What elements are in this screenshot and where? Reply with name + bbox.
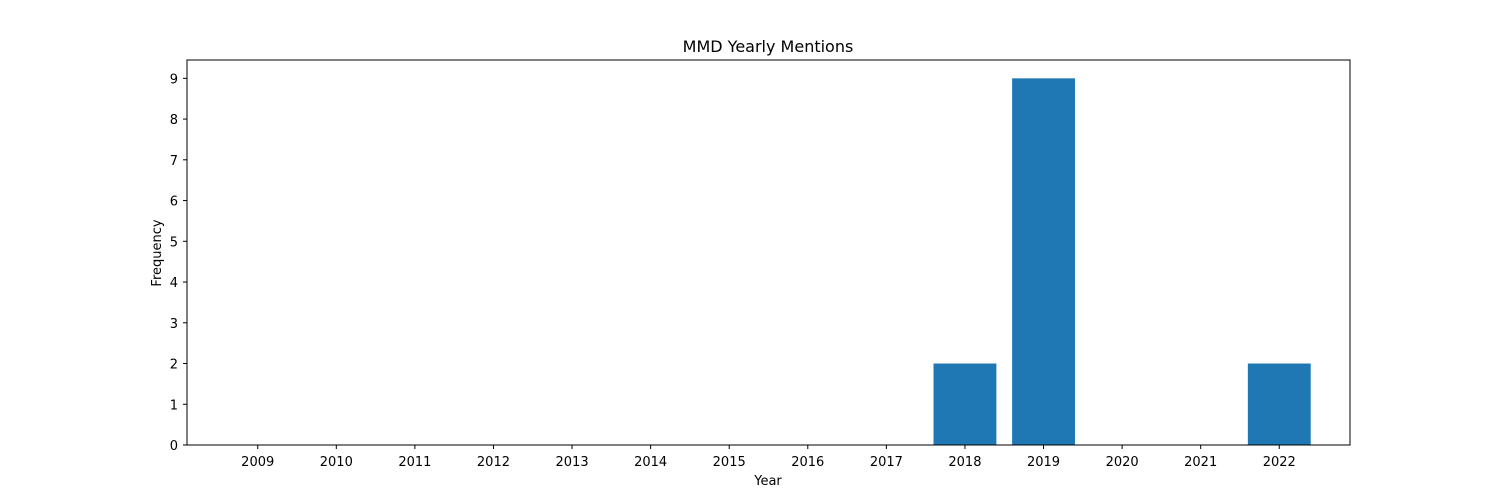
y-tick-label-8: 8 [170, 113, 178, 128]
y-axis-title: Frequency [150, 219, 165, 286]
x-tick-label-2009: 2009 [241, 455, 274, 470]
y-tick-label-0: 0 [170, 439, 178, 454]
y-tick-label-9: 9 [170, 72, 178, 87]
y-tick-label-1: 1 [170, 398, 178, 413]
y-tick-label-7: 7 [170, 154, 178, 169]
bar-2019 [1012, 78, 1075, 445]
x-axis-title: Year [753, 474, 782, 489]
x-tick-label-2018: 2018 [948, 455, 981, 470]
x-tick-label-2021: 2021 [1184, 455, 1217, 470]
x-tick-label-2014: 2014 [634, 455, 667, 470]
x-tick-label-2010: 2010 [320, 455, 353, 470]
y-tick-label-3: 3 [170, 317, 178, 332]
x-tick-label-2020: 2020 [1106, 455, 1139, 470]
plot-frame [186, 59, 1351, 446]
y-axis-ticks: 0 1 2 3 4 5 6 7 8 9 [170, 72, 187, 454]
y-tick-label-5: 5 [170, 235, 178, 250]
x-tick-label-2017: 2017 [870, 455, 903, 470]
x-tick-label-2016: 2016 [791, 455, 824, 470]
y-tick-label-4: 4 [170, 276, 178, 291]
chart-title: MMD Yearly Mentions [683, 37, 854, 56]
y-tick-label-2: 2 [170, 358, 178, 373]
bars-layer [933, 78, 1311, 445]
x-tick-label-2013: 2013 [556, 455, 589, 470]
x-tick-label-2011: 2011 [398, 455, 431, 470]
y-tick-label-6: 6 [170, 195, 178, 210]
x-tick-label-2015: 2015 [713, 455, 746, 470]
x-tick-label-2019: 2019 [1027, 455, 1060, 470]
bar-2022 [1247, 363, 1311, 445]
x-tick-label-2012: 2012 [477, 455, 510, 470]
x-axis-ticks: 2009 2010 2011 2012 2013 2014 2015 2016 2017 2018… [241, 445, 1296, 470]
x-tick-label-2022: 2022 [1263, 455, 1296, 470]
bar-2018 [933, 363, 997, 445]
